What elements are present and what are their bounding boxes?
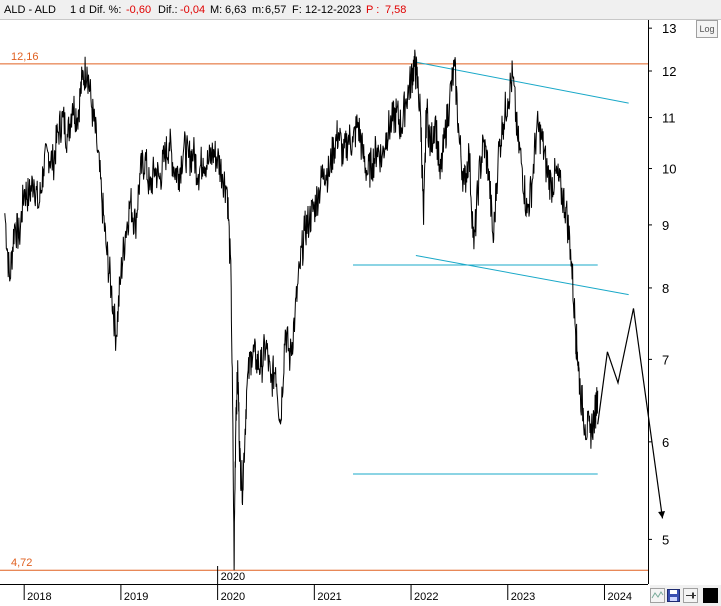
dif-value: -0,04 <box>180 4 206 16</box>
y-tick-label-5: 5 <box>662 532 669 547</box>
dif-label: Dif.: <box>158 4 178 16</box>
max-value: 6,63 <box>225 4 247 16</box>
x-tick-label-2023: 2023 <box>511 591 535 603</box>
color-black-swatch-icon[interactable] <box>703 588 718 603</box>
price-label: P : <box>366 4 380 16</box>
projection-line <box>597 308 664 519</box>
x-tick-label-2021: 2021 <box>317 591 341 603</box>
min-value: 6,57 <box>265 4 287 16</box>
dif-pct-value: -0,60 <box>126 4 152 16</box>
y-tick-label-10: 10 <box>662 162 676 177</box>
date-value: 12-12-2023 <box>305 4 362 16</box>
y-tick-label-12: 12 <box>662 64 676 79</box>
y-tick-label-8: 8 <box>662 281 669 296</box>
y-tick-label-11: 11 <box>662 111 676 126</box>
x-tick-label-2024: 2024 <box>607 591 631 603</box>
dif-pct-label: Dif. %: <box>89 4 122 16</box>
trend-line-1[interactable] <box>415 254 629 296</box>
bottom-toolbar <box>650 585 721 606</box>
trend-line-0[interactable] <box>415 61 629 104</box>
y-tick-label-7: 7 <box>662 352 669 367</box>
period-label: 1 d <box>70 4 86 16</box>
x-tick-label-2018: 2018 <box>27 591 51 603</box>
min-label: m: <box>252 4 265 16</box>
price-value: 7,58 <box>385 4 407 16</box>
level-label-1: 4,72 <box>11 557 32 569</box>
date-label: F: <box>292 4 302 16</box>
x-tick-label-2022: 2022 <box>414 591 438 603</box>
y-tick-label-6: 6 <box>662 435 669 450</box>
price-line <box>4 49 599 571</box>
x-tick-label-2019: 2019 <box>124 591 148 603</box>
quote-header-bar: ALD - ALD 1 d Dif. %: -0,60 Dif.: -0,04 … <box>0 0 721 20</box>
log-scale-button[interactable]: Log <box>696 20 718 38</box>
symbol-label: ALD - ALD <box>4 4 56 16</box>
max-label: M: <box>210 4 223 16</box>
y-tick-label-9: 9 <box>662 218 669 233</box>
pin-icon[interactable] <box>683 588 698 603</box>
x-tick-label-2020: 2020 <box>221 591 245 603</box>
chart-wave-icon[interactable] <box>650 588 665 603</box>
save-disk-icon[interactable] <box>666 588 681 603</box>
projection-arrowhead <box>658 510 666 519</box>
annotation-label-0: 2020 <box>221 571 245 583</box>
y-tick-label-13: 13 <box>662 21 676 36</box>
plot-area <box>0 20 648 584</box>
level-label-0: 12,16 <box>11 51 39 63</box>
